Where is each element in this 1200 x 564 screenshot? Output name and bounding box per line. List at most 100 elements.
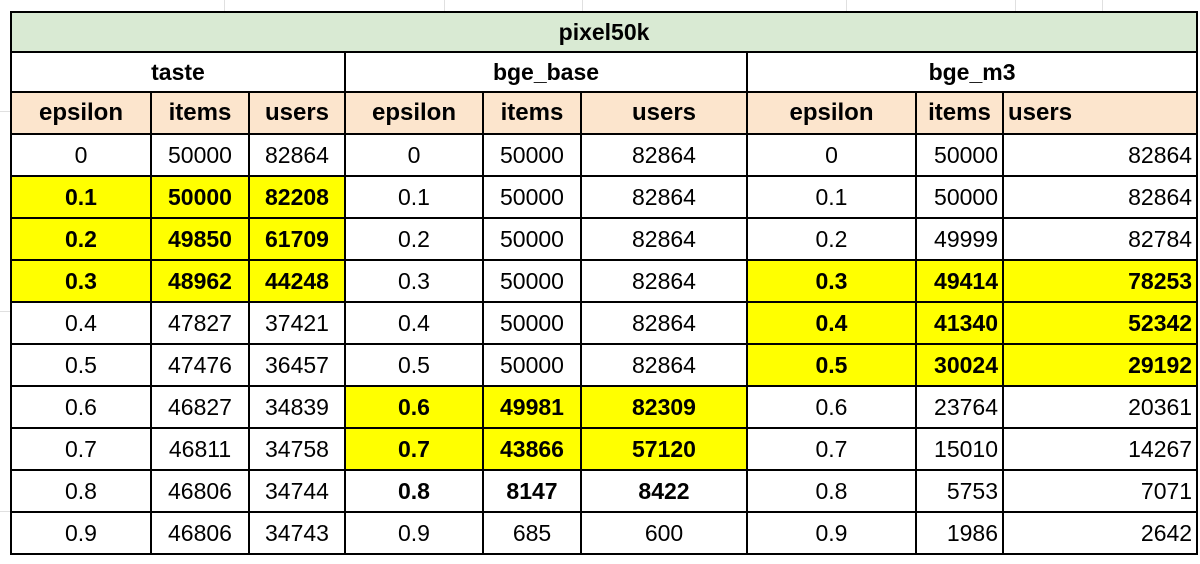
table-cell[interactable]: 0.3 — [344, 259, 484, 303]
table-cell[interactable]: 0.6 — [10, 385, 152, 429]
column-header-cell[interactable]: users — [248, 91, 346, 135]
table-cell[interactable]: 82864 — [580, 217, 748, 261]
table-cell[interactable]: 20361 — [1001, 385, 1199, 429]
table-cell[interactable]: 34744 — [248, 469, 346, 513]
table-cell[interactable]: 29192 — [1001, 343, 1199, 387]
table-cell[interactable]: 37421 — [248, 301, 346, 345]
table-cell[interactable]: 49414 — [915, 259, 1004, 303]
table-cell[interactable]: 0.6 — [344, 385, 484, 429]
table-cell[interactable]: 34758 — [248, 427, 346, 471]
table-cell[interactable]: 57120 — [580, 427, 748, 471]
column-header-cell[interactable]: users — [580, 91, 748, 135]
table-cell[interactable]: 44248 — [248, 259, 346, 303]
table-cell[interactable]: 0 — [344, 133, 484, 177]
table-cell[interactable]: 46827 — [150, 385, 250, 429]
column-header-cell[interactable]: epsilon — [10, 91, 152, 135]
group-header-bge-base[interactable]: bge_base — [344, 51, 748, 93]
table-cell[interactable]: 0.2 — [10, 217, 152, 261]
table-cell[interactable]: 0.3 — [10, 259, 152, 303]
table-cell[interactable]: 7071 — [1001, 469, 1199, 513]
table-cell[interactable]: 46806 — [150, 469, 250, 513]
table-cell[interactable]: 82864 — [580, 301, 748, 345]
table-cell[interactable]: 50000 — [150, 133, 250, 177]
table-cell[interactable]: 50000 — [150, 175, 250, 219]
table-cell[interactable]: 0.5 — [10, 343, 152, 387]
table-cell[interactable]: 49999 — [915, 217, 1004, 261]
table-cell[interactable]: 34743 — [248, 511, 346, 555]
table-cell[interactable]: 50000 — [482, 217, 582, 261]
column-header-cell[interactable]: epsilon — [746, 91, 917, 135]
table-cell[interactable]: 82864 — [248, 133, 346, 177]
table-cell[interactable]: 8147 — [482, 469, 582, 513]
table-cell[interactable]: 0.4 — [10, 301, 152, 345]
table-cell[interactable]: 47827 — [150, 301, 250, 345]
table-title-cell[interactable]: pixel50k — [9, 11, 1199, 53]
table-cell[interactable]: 82208 — [248, 175, 346, 219]
table-cell[interactable]: 50000 — [482, 343, 582, 387]
table-cell[interactable]: 52342 — [1001, 301, 1199, 345]
table-cell[interactable]: 0.7 — [10, 427, 152, 471]
table-cell[interactable]: 2642 — [1001, 511, 1199, 555]
table-cell[interactable]: 47476 — [150, 343, 250, 387]
table-cell[interactable]: 50000 — [482, 301, 582, 345]
table-cell[interactable]: 46806 — [150, 511, 250, 555]
table-cell[interactable]: 78253 — [1001, 259, 1199, 303]
table-cell[interactable]: 50000 — [482, 259, 582, 303]
table-cell[interactable]: 82864 — [580, 343, 748, 387]
column-header-cell[interactable]: items — [482, 91, 582, 135]
table-cell[interactable]: 0 — [10, 133, 152, 177]
table-cell[interactable]: 82309 — [580, 385, 748, 429]
table-cell[interactable]: 1986 — [915, 511, 1004, 555]
table-cell[interactable]: 43866 — [482, 427, 582, 471]
table-cell[interactable]: 49850 — [150, 217, 250, 261]
table-cell[interactable]: 0.5 — [344, 343, 484, 387]
table-cell[interactable]: 5753 — [915, 469, 1004, 513]
table-cell[interactable]: 0.8 — [10, 469, 152, 513]
table-cell[interactable]: 61709 — [248, 217, 346, 261]
table-cell[interactable]: 0.4 — [344, 301, 484, 345]
column-header-cell[interactable]: items — [150, 91, 250, 135]
table-cell[interactable]: 48962 — [150, 259, 250, 303]
column-header-cell[interactable]: epsilon — [344, 91, 484, 135]
table-cell[interactable]: 50000 — [915, 175, 1004, 219]
table-cell[interactable]: 0.4 — [746, 301, 917, 345]
table-cell[interactable]: 23764 — [915, 385, 1004, 429]
table-cell[interactable]: 8422 — [580, 469, 748, 513]
table-cell[interactable]: 0.5 — [746, 343, 917, 387]
table-cell[interactable]: 34839 — [248, 385, 346, 429]
table-cell[interactable]: 0.1 — [344, 175, 484, 219]
table-cell[interactable]: 82784 — [1001, 217, 1199, 261]
table-cell[interactable]: 82864 — [580, 259, 748, 303]
table-cell[interactable]: 82864 — [1001, 133, 1199, 177]
table-cell[interactable]: 0.1 — [10, 175, 152, 219]
table-cell[interactable]: 0.3 — [746, 259, 917, 303]
table-cell[interactable]: 0.7 — [746, 427, 917, 471]
table-cell[interactable]: 41340 — [915, 301, 1004, 345]
table-cell[interactable]: 82864 — [580, 133, 748, 177]
table-cell[interactable]: 600 — [580, 511, 748, 555]
group-header-taste[interactable]: taste — [10, 51, 346, 93]
table-cell[interactable]: 0.8 — [746, 469, 917, 513]
table-cell[interactable]: 0.9 — [344, 511, 484, 555]
table-cell[interactable]: 0.8 — [344, 469, 484, 513]
table-cell[interactable]: 36457 — [248, 343, 346, 387]
table-cell[interactable]: 15010 — [915, 427, 1004, 471]
table-cell[interactable]: 0.6 — [746, 385, 917, 429]
table-cell[interactable]: 50000 — [915, 133, 1004, 177]
table-cell[interactable]: 0.9 — [10, 511, 152, 555]
table-cell[interactable]: 0.7 — [344, 427, 484, 471]
table-cell[interactable]: 82864 — [1001, 175, 1199, 219]
table-cell[interactable]: 0 — [746, 133, 917, 177]
table-cell[interactable]: 49981 — [482, 385, 582, 429]
table-cell[interactable]: 50000 — [482, 133, 582, 177]
table-cell[interactable]: 0.1 — [746, 175, 917, 219]
table-cell[interactable]: 30024 — [915, 343, 1004, 387]
table-cell[interactable]: 0.9 — [746, 511, 917, 555]
group-header-bge-m3[interactable]: bge_m3 — [745, 51, 1199, 93]
table-cell[interactable]: 50000 — [482, 175, 582, 219]
column-header-cell[interactable]: items — [915, 91, 1004, 135]
table-cell[interactable]: 0.2 — [344, 217, 484, 261]
table-cell[interactable]: 46811 — [150, 427, 250, 471]
column-header-cell[interactable]: users — [1001, 91, 1199, 135]
table-cell[interactable]: 685 — [482, 511, 582, 555]
